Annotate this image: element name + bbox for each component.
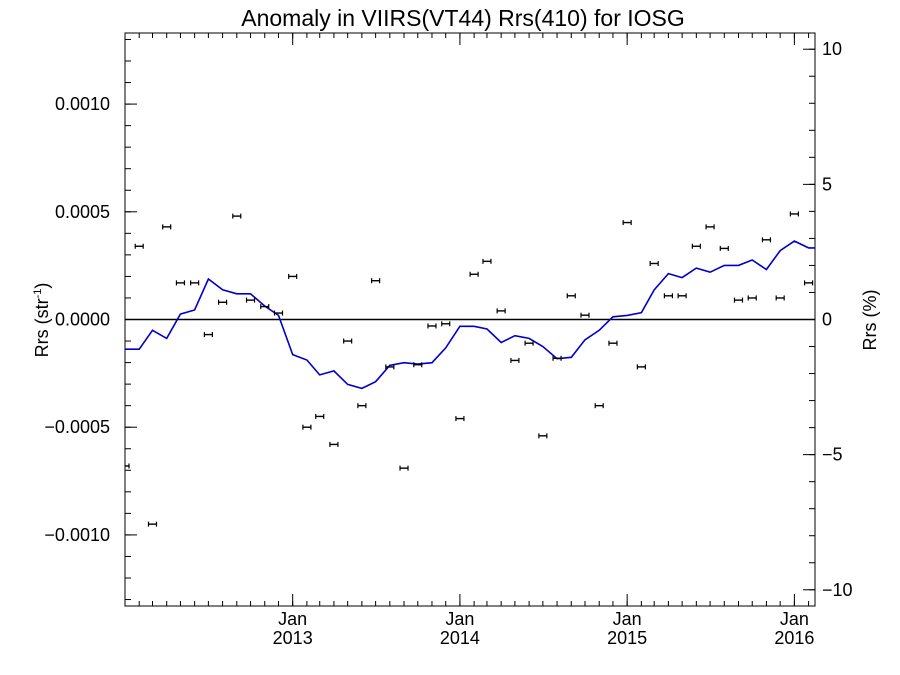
data-point — [524, 340, 534, 346]
percent-anomaly-line — [125, 240, 815, 390]
data-point — [162, 224, 172, 230]
data-point — [580, 312, 590, 318]
left-tick-label: 0.0005 — [55, 202, 110, 222]
data-point — [413, 362, 423, 368]
data-point — [761, 237, 772, 243]
data-point — [469, 271, 479, 277]
data-point — [566, 293, 576, 299]
data-point — [190, 280, 200, 286]
data-point — [357, 403, 367, 409]
x-tick-label-year: 2014 — [440, 628, 480, 648]
data-point — [273, 310, 284, 316]
data-point — [622, 220, 632, 226]
data-point — [245, 297, 256, 303]
data-point — [733, 297, 744, 303]
right-axis-ticks: −10 −5 0 5 10 — [803, 39, 853, 600]
data-point — [260, 304, 270, 310]
data-point — [232, 213, 242, 219]
data-point — [288, 273, 298, 279]
right-tick-label: 0 — [822, 310, 832, 330]
data-point — [705, 224, 715, 230]
data-point — [663, 293, 673, 299]
x-tick-label-year: 2015 — [607, 628, 647, 648]
data-point — [343, 338, 353, 344]
data-point — [608, 340, 618, 346]
y-axis-right-label: Rrs (%) — [860, 290, 880, 351]
data-point — [147, 521, 158, 527]
x-tick-label-month: Jan — [613, 609, 642, 629]
data-point — [371, 278, 381, 284]
x-tick-label-month: Jan — [780, 609, 809, 629]
y-axis-left-label: Rrs (str-1) — [32, 283, 52, 358]
right-tick-label: 5 — [822, 174, 832, 194]
data-point — [510, 357, 520, 363]
data-point — [203, 332, 213, 338]
left-axis-ticks: −0.0010 −0.0005 0.0000 0.0005 0.0010 — [44, 94, 137, 545]
data-point — [385, 364, 395, 370]
data-point — [175, 280, 186, 286]
data-point — [538, 433, 548, 439]
right-tick-label: −10 — [822, 580, 853, 600]
data-point — [636, 364, 646, 370]
left-tick-label: 0.0010 — [55, 94, 110, 114]
left-tick-label: 0.0000 — [55, 310, 110, 330]
right-tick-label: 10 — [822, 39, 842, 59]
data-point — [329, 441, 339, 447]
y-axis-left-label-main: Rrs (str — [32, 298, 52, 357]
data-point — [455, 416, 465, 422]
data-point — [217, 299, 228, 305]
left-tick-label: −0.0005 — [44, 417, 110, 437]
data-point — [315, 413, 325, 419]
x-tick-label-month: Jan — [278, 609, 307, 629]
data-point — [789, 211, 799, 217]
y-axis-left-label-superscript: -1 — [32, 289, 44, 299]
x-tick-label-year: 2016 — [774, 628, 814, 648]
rrs-anomaly-series — [125, 211, 814, 527]
data-point — [552, 355, 562, 361]
data-point — [649, 260, 659, 266]
percent-anomaly-series — [125, 240, 815, 390]
data-point — [747, 295, 757, 301]
data-point — [302, 424, 312, 430]
data-point — [482, 258, 492, 264]
left-tick-label: −0.0010 — [44, 525, 110, 545]
x-tick-label-month: Jan — [445, 609, 474, 629]
y-axis-left-label-close: ) — [32, 283, 52, 289]
data-point — [399, 465, 409, 471]
data-point — [134, 243, 144, 249]
data-point — [594, 403, 604, 409]
data-point — [775, 295, 785, 301]
data-point — [125, 463, 130, 469]
right-tick-label: −5 — [822, 445, 843, 465]
data-point — [677, 293, 687, 299]
data-point — [719, 245, 729, 251]
data-point — [441, 321, 451, 327]
data-point — [496, 308, 506, 314]
data-point — [691, 243, 701, 249]
chart-title: Anomaly in VIIRS(VT44) Rrs(410) for IOSG — [241, 5, 685, 31]
x-tick-label-year: 2013 — [273, 628, 313, 648]
data-point — [427, 323, 437, 329]
data-point — [803, 280, 814, 286]
